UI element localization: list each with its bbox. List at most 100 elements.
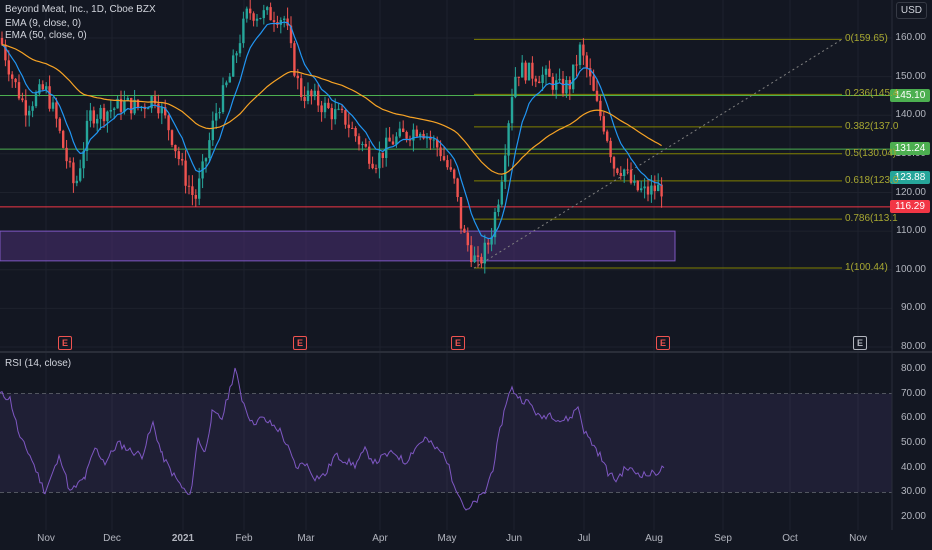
candle <box>483 234 486 274</box>
candle <box>191 175 194 206</box>
candle <box>225 80 228 88</box>
candle <box>218 107 221 119</box>
candle <box>374 164 378 174</box>
candle <box>595 79 599 103</box>
candle <box>17 74 21 101</box>
candle <box>68 157 72 168</box>
candle <box>167 114 170 141</box>
candle <box>602 111 605 135</box>
candle <box>633 174 636 186</box>
earnings-icon[interactable]: E <box>58 336 72 350</box>
earnings-icon[interactable]: E <box>451 336 465 350</box>
candle <box>51 96 55 112</box>
candle <box>568 76 571 100</box>
candle <box>238 34 242 57</box>
candle <box>453 168 456 184</box>
candlestick-series <box>0 0 663 274</box>
earnings-icon[interactable]: E <box>293 336 307 350</box>
ema-50-line <box>1 44 662 175</box>
time-tick-label: Feb <box>235 533 253 544</box>
time-tick-label: 2021 <box>171 533 195 544</box>
ema-slow-legend[interactable]: EMA (50, close, 0) <box>5 30 87 41</box>
rsi-legend[interactable]: RSI (14, close) <box>5 358 72 369</box>
time-tick-label: Dec <box>103 533 121 544</box>
candle <box>4 39 7 67</box>
candle <box>38 79 41 97</box>
candle <box>235 51 238 64</box>
candle <box>422 130 425 140</box>
candle <box>279 17 282 34</box>
price-tick-label: 120.00 <box>895 186 926 198</box>
candle <box>194 189 197 207</box>
time-tick-label: Sep <box>714 533 732 544</box>
time-tick-label: Oct <box>782 533 798 544</box>
rsi-tick-label: 40.00 <box>900 461 926 473</box>
candle <box>310 89 313 105</box>
candle <box>255 14 259 27</box>
candle <box>636 180 639 192</box>
candle <box>62 129 65 149</box>
candle <box>429 130 432 150</box>
fib-level-label: 0(159.65) <box>845 33 888 45</box>
candle <box>65 139 68 169</box>
candle <box>119 90 123 120</box>
candle <box>388 127 391 142</box>
earnings-icon[interactable]: E <box>656 336 670 350</box>
candle <box>449 159 452 172</box>
candle <box>544 65 548 86</box>
candle <box>293 40 296 78</box>
candle <box>289 16 293 48</box>
candle <box>582 38 585 65</box>
candle <box>558 68 561 83</box>
price-tick-label: 80.00 <box>900 341 926 352</box>
candle <box>7 50 10 82</box>
demand-zone[interactable] <box>0 230 676 262</box>
candle <box>609 137 612 163</box>
candle <box>96 114 99 132</box>
fib-trend-line[interactable] <box>473 38 843 269</box>
candle <box>82 142 85 179</box>
candle <box>510 88 514 131</box>
time-tick-label: Apr <box>372 533 388 544</box>
fib-level-label: 0.236(145.4 <box>845 88 899 100</box>
candle <box>623 168 626 183</box>
candle <box>31 101 34 118</box>
currency-button[interactable]: USD <box>895 2 927 19</box>
candle <box>480 253 483 268</box>
candle <box>99 104 102 130</box>
price-tick-label: 100.00 <box>895 263 926 275</box>
rsi-band <box>0 393 892 493</box>
candle <box>215 103 218 129</box>
fib-level-label: 1(100.44) <box>845 262 888 274</box>
candle <box>507 120 510 167</box>
candle <box>249 0 252 20</box>
candle <box>24 89 27 127</box>
candle <box>133 89 136 116</box>
candle <box>330 103 333 130</box>
earnings-icon[interactable]: E <box>853 336 867 350</box>
ema-fast-legend[interactable]: EMA (9, close, 0) <box>5 18 82 29</box>
time-tick-label: Jun <box>505 533 523 544</box>
candle <box>184 150 187 194</box>
candle <box>405 130 408 143</box>
candle <box>504 144 507 189</box>
candle <box>490 227 493 252</box>
candle <box>177 146 180 166</box>
candle <box>629 162 633 185</box>
candle <box>626 158 629 175</box>
candle <box>470 236 473 268</box>
candle <box>446 155 449 170</box>
candle <box>259 17 262 20</box>
candle <box>113 106 116 120</box>
candle <box>612 155 616 177</box>
time-tick-label: Mar <box>297 533 315 544</box>
candle <box>340 104 344 113</box>
candle <box>269 2 272 21</box>
candle <box>565 76 568 98</box>
candle <box>150 95 153 113</box>
symbol-title[interactable]: Beyond Meat, Inc., 1D, Cboe BZX <box>5 4 156 15</box>
candle <box>58 117 61 134</box>
candle <box>14 77 17 88</box>
price-tick-label: 90.00 <box>900 302 926 314</box>
